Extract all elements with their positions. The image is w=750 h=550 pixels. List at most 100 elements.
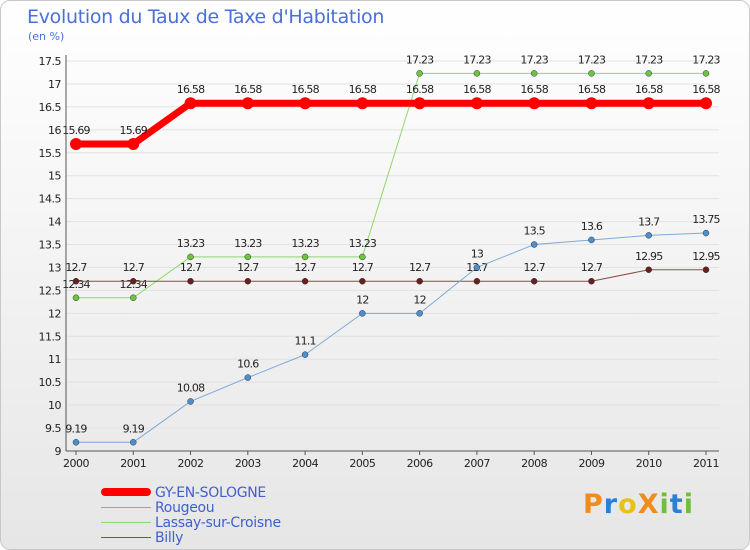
data-label: 12.95: [692, 250, 720, 263]
legend-label: Billy: [155, 530, 184, 546]
series-line: [72, 99, 710, 148]
data-label: 13.7: [638, 215, 660, 228]
logo-letter: o: [618, 489, 638, 520]
x-tick-label: 2009: [578, 457, 604, 470]
data-point: [359, 310, 366, 317]
data-label: 13.5: [524, 225, 546, 238]
data-point: [645, 232, 652, 239]
logo-letter: r: [603, 489, 619, 520]
x-tick-label: 2008: [521, 457, 547, 470]
data-label: 13.23: [291, 237, 319, 250]
data-point: [244, 253, 252, 261]
data-point: [244, 374, 252, 381]
data-point: [585, 97, 598, 110]
data-point: [473, 70, 481, 77]
data-label: 13.6: [581, 220, 603, 233]
data-label: 16.58: [406, 83, 434, 96]
data-point: [187, 253, 194, 261]
legend-swatch: [101, 506, 151, 508]
data-label: 12: [413, 293, 425, 306]
data-label: 17.23: [463, 53, 491, 66]
x-tick-label: 2003: [235, 457, 261, 470]
data-label: 13.23: [177, 237, 205, 250]
data-label: 9.19: [123, 422, 145, 435]
data-point: [702, 70, 710, 77]
y-tick-label: 10: [48, 399, 61, 412]
x-tick-label: 2004: [292, 457, 318, 470]
data-label: 12.95: [635, 250, 663, 263]
x-tick-label: 2011: [693, 457, 719, 470]
data-label: 16.58: [463, 83, 491, 96]
logo-letter: t: [669, 489, 684, 520]
data-label: 12: [356, 293, 368, 306]
data-point: [130, 277, 137, 285]
logo-letter: i: [683, 489, 694, 520]
series-line: [75, 72, 707, 299]
data-point: [530, 277, 538, 285]
data-point: [473, 277, 481, 285]
data-point: [702, 229, 710, 237]
logo-letter: P: [583, 489, 604, 520]
data-point: [416, 310, 423, 317]
series-line: [75, 269, 707, 282]
data-point: [700, 97, 712, 110]
x-tick-label: 2007: [464, 457, 490, 470]
data-point: [588, 277, 595, 285]
y-tick-label: 15: [48, 170, 61, 183]
data-point: [127, 138, 140, 151]
y-tick-label: 11: [48, 353, 61, 366]
y-tick-label: 12.5: [39, 284, 62, 297]
data-point: [187, 398, 194, 405]
data-label: 10.6: [237, 358, 259, 371]
data-point: [72, 294, 80, 302]
data-point: [473, 264, 481, 271]
y-tick-label: 14: [48, 216, 61, 229]
data-point: [356, 97, 369, 110]
data-label: 17.23: [578, 53, 606, 66]
data-point: [470, 97, 483, 110]
data-point: [130, 439, 137, 446]
y-tick-label: 17.5: [39, 55, 62, 68]
logo-letter: X: [637, 489, 660, 520]
legend-swatch: [101, 536, 151, 538]
y-tick-label: 13: [48, 261, 61, 274]
data-point: [244, 277, 252, 285]
data-label: 16.58: [291, 83, 319, 96]
x-tick-label: 2010: [636, 457, 662, 470]
data-point: [413, 97, 426, 110]
data-point: [301, 253, 309, 261]
y-tick-label: 16: [48, 124, 61, 137]
data-point: [416, 277, 423, 285]
data-label: 12.7: [65, 261, 87, 274]
data-label: 17.23: [635, 53, 663, 66]
data-label: 13.75: [692, 213, 720, 226]
data-label: 15.69: [120, 124, 148, 137]
data-point: [187, 277, 194, 285]
data-point: [301, 277, 309, 285]
data-point: [241, 97, 254, 110]
data-label: 17.23: [692, 53, 720, 66]
data-label: 16.58: [520, 83, 548, 96]
data-label: 13: [471, 247, 484, 260]
data-point: [588, 70, 595, 77]
legend-label: Lassay-sur-Croisne: [155, 515, 281, 531]
y-tick-label: 15.5: [39, 147, 62, 160]
data-point: [72, 277, 80, 285]
data-label: 11.1: [294, 335, 315, 348]
data-label: 16.58: [234, 83, 262, 96]
legend-label: Rougeou: [155, 500, 215, 516]
data-point: [642, 97, 655, 110]
data-point: [645, 70, 652, 77]
data-point: [416, 70, 423, 77]
data-label: 12.7: [294, 261, 316, 274]
y-tick-label: 10.5: [39, 376, 62, 389]
data-label: 15.69: [62, 124, 90, 137]
data-label: 10.08: [177, 381, 205, 394]
data-point: [359, 253, 366, 261]
data-point: [530, 241, 538, 248]
logo-letter: i: [659, 489, 670, 520]
chart-unit: (en %): [28, 30, 65, 43]
legend-label: GY-EN-SOLOGNE: [155, 485, 266, 501]
